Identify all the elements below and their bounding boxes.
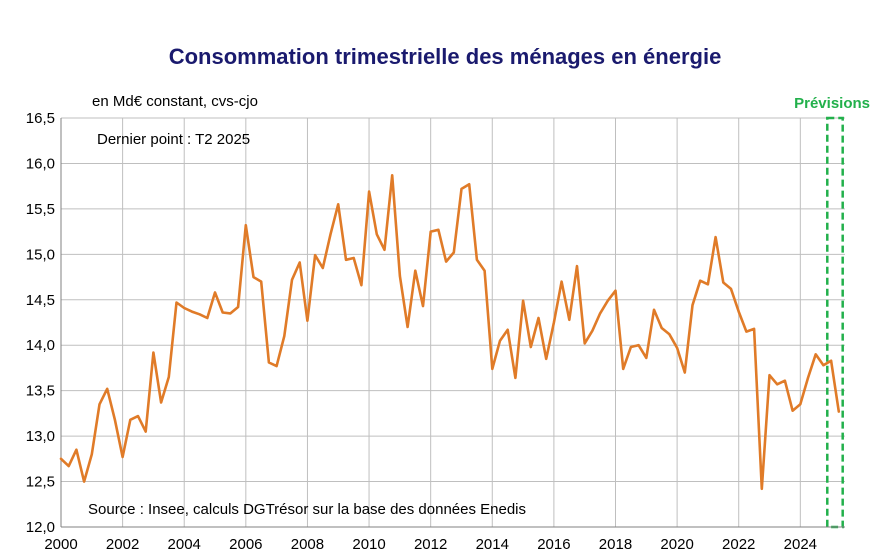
y-tick-label: 13,0	[26, 428, 55, 445]
y-axis-unit-label: en Md€ constant, cvs-cjo	[92, 93, 258, 110]
series-group	[59, 174, 841, 491]
x-tick-label: 2014	[476, 536, 509, 553]
x-tick-label: 2024	[784, 536, 817, 553]
series-line	[59, 174, 841, 491]
y-tick-label: 16,0	[26, 155, 55, 172]
x-tick-label: 2020	[660, 536, 693, 553]
axes	[60, 118, 845, 528]
source-note: Source : Insee, calculs DGTrésor sur la …	[88, 501, 526, 518]
x-tick-label: 2010	[352, 536, 385, 553]
x-tick-label: 2012	[414, 536, 447, 553]
x-tick-label: 2016	[537, 536, 570, 553]
forecast-label: Prévisions	[794, 95, 870, 112]
gridlines	[60, 117, 845, 528]
x-tick-label: 2006	[229, 536, 262, 553]
x-tick-labels: 2000 2002 2004 2006 2008 2010 2012 2014 2016 2018…	[44, 536, 817, 553]
x-tick-label: 2022	[722, 536, 755, 553]
y-tick-label: 14,5	[26, 292, 55, 309]
y-tick-label: 14,0	[26, 337, 55, 354]
y-tick-label: 12,5	[26, 474, 55, 491]
forecast-zone	[826, 116, 844, 529]
x-tick-label: 2008	[291, 536, 324, 553]
y-tick-label: 16,5	[26, 110, 55, 127]
y-tick-label: 13,5	[26, 383, 55, 400]
x-tick-label: 2004	[168, 536, 201, 553]
chart-title: Consommation trimestrielle des ménages e…	[169, 44, 722, 69]
last-point-annotation: Dernier point : T2 2025	[97, 131, 250, 148]
y-tick-labels: 12,0 12,5 13,0 13,5 14,0 14,5 15,0 15,5 16,0 16,5	[26, 110, 55, 536]
y-tick-label: 15,5	[26, 201, 55, 218]
x-tick-label: 2000	[44, 536, 77, 553]
y-tick-label: 15,0	[26, 246, 55, 263]
y-tick-label: 12,0	[26, 519, 55, 536]
x-tick-label: 2018	[599, 536, 632, 553]
x-tick-label: 2002	[106, 536, 139, 553]
forecast-box	[826, 116, 844, 529]
